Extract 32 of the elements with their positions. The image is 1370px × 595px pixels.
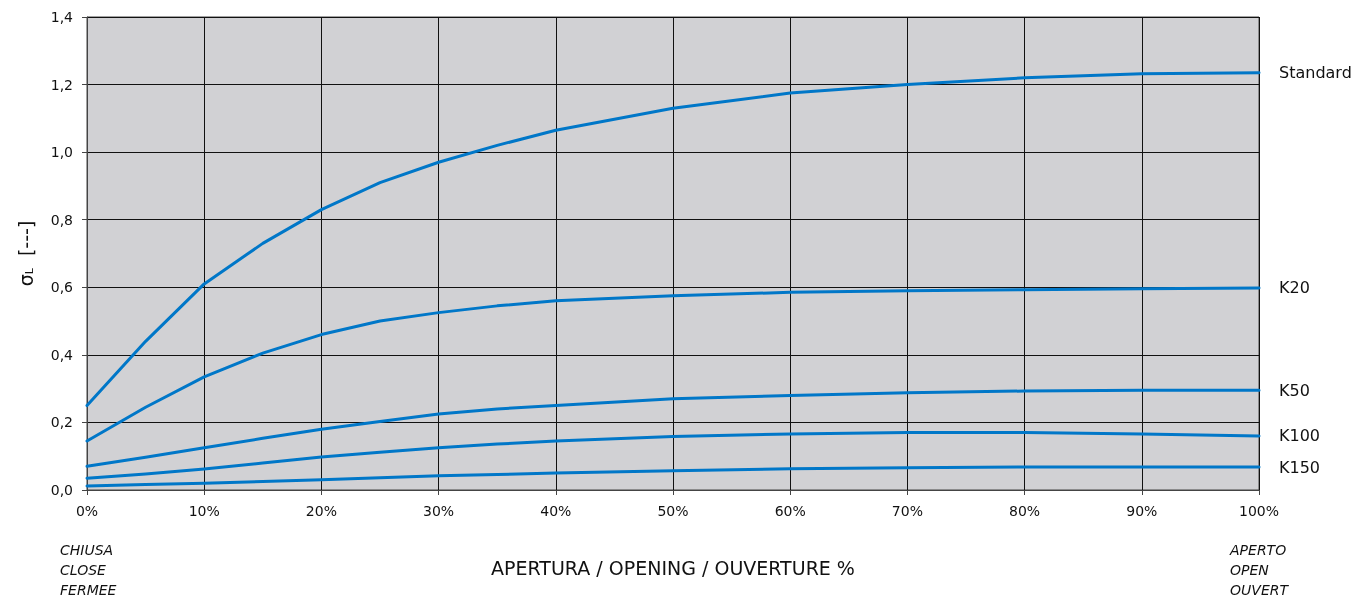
x-tick-label: 90%: [1126, 503, 1158, 519]
series-label: K100: [1279, 426, 1321, 446]
line-series: [85, 71, 1261, 408]
y-tick-label: 0,6: [50, 279, 74, 296]
text: APERTO OPEN OUVERT: [1229, 542, 1290, 595]
x-tick-label: 40%: [540, 503, 572, 519]
line-series: [85, 286, 1261, 443]
line-series: [85, 388, 1261, 468]
x-axis-title: APERTURA / OPENING / OUVERTURE %: [491, 556, 855, 579]
x-tick-label: 0%: [75, 503, 99, 519]
x-tick-label: 30%: [423, 503, 455, 519]
y-tick-label: 0,2: [50, 414, 73, 431]
text: CHIUSA CLOSE FERMEE: [60, 542, 117, 595]
y-tick-label: 0,0: [50, 482, 73, 498]
x-tick-label: 60%: [774, 503, 806, 519]
y-tick-label: 1,2: [50, 76, 73, 93]
x-tick-label: 80%: [1009, 503, 1041, 519]
x-tick-label: 70%: [891, 503, 923, 519]
series-label: K150: [1279, 457, 1321, 477]
y-tick-label: 1,4: [50, 9, 74, 25]
x-tick-label: 100%: [1238, 503, 1280, 519]
x-tick-label: 10%: [188, 503, 220, 519]
y-tick-label: 0,4: [50, 346, 74, 363]
y-tick-label: 0,8: [50, 211, 73, 228]
y-axis-title: σL [---]: [14, 220, 37, 287]
x-tick-label: 50%: [657, 503, 689, 519]
x-tick-label: 20%: [305, 503, 337, 519]
series-label: K50: [1279, 380, 1310, 400]
line-series: [85, 431, 1261, 480]
series-label: Standard: [1279, 63, 1352, 83]
y-tick-label: 1,0: [50, 144, 73, 161]
series-label: K20: [1279, 278, 1310, 298]
